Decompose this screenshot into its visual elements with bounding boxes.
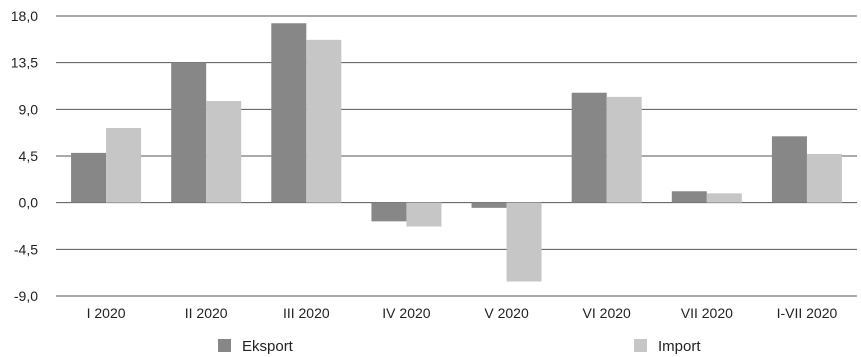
bar-import xyxy=(506,202,542,282)
legend-swatch-eksport xyxy=(218,339,231,352)
bars xyxy=(71,23,842,282)
bar-import xyxy=(106,128,142,203)
legend-label-import: Import xyxy=(658,338,701,355)
y-tick-label: 0,0 xyxy=(19,195,39,211)
x-tick-label: IV 2020 xyxy=(382,305,430,321)
x-tick-label: V 2020 xyxy=(484,305,529,321)
bar-eksport xyxy=(371,202,407,222)
y-tick-label: 4,5 xyxy=(19,148,39,164)
y-tick-label: 13,5 xyxy=(11,55,38,71)
bar-import xyxy=(806,153,842,203)
x-tick-label: I 2020 xyxy=(87,305,126,321)
x-tick-label: III 2020 xyxy=(283,305,330,321)
y-tick-label: -4,5 xyxy=(14,241,38,257)
bar-eksport xyxy=(271,23,307,203)
legend-swatch-import xyxy=(634,339,647,352)
bar-eksport xyxy=(771,136,807,203)
legend: Eksport Import xyxy=(218,338,701,355)
bar-import xyxy=(706,193,742,203)
x-tick-label: VII 2020 xyxy=(681,305,733,321)
legend-label-eksport: Eksport xyxy=(242,338,294,355)
bar-eksport xyxy=(171,62,207,203)
x-tick-label: II 2020 xyxy=(185,305,228,321)
y-tick-label: -9,0 xyxy=(14,288,38,304)
x-tick-label: VI 2020 xyxy=(583,305,631,321)
y-tick-label: 18,0 xyxy=(11,8,38,24)
bar-eksport xyxy=(471,202,507,208)
y-axis-tick-labels: 18,0 13,5 9,0 4,5 0,0 -4,5 -9,0 xyxy=(11,8,38,304)
bar-import xyxy=(306,39,342,203)
bar-eksport xyxy=(571,92,607,203)
x-axis-tick-labels: I 2020 II 2020 III 2020 IV 2020 V 2020 VI 202… xyxy=(87,305,838,321)
x-tick-label: I-VII 2020 xyxy=(777,305,838,321)
bar-import xyxy=(406,202,442,227)
bar-import xyxy=(206,101,242,203)
bar-import xyxy=(606,96,642,203)
y-tick-label: 9,0 xyxy=(19,101,39,117)
bar-eksport xyxy=(71,152,107,203)
bar-eksport xyxy=(671,191,707,203)
